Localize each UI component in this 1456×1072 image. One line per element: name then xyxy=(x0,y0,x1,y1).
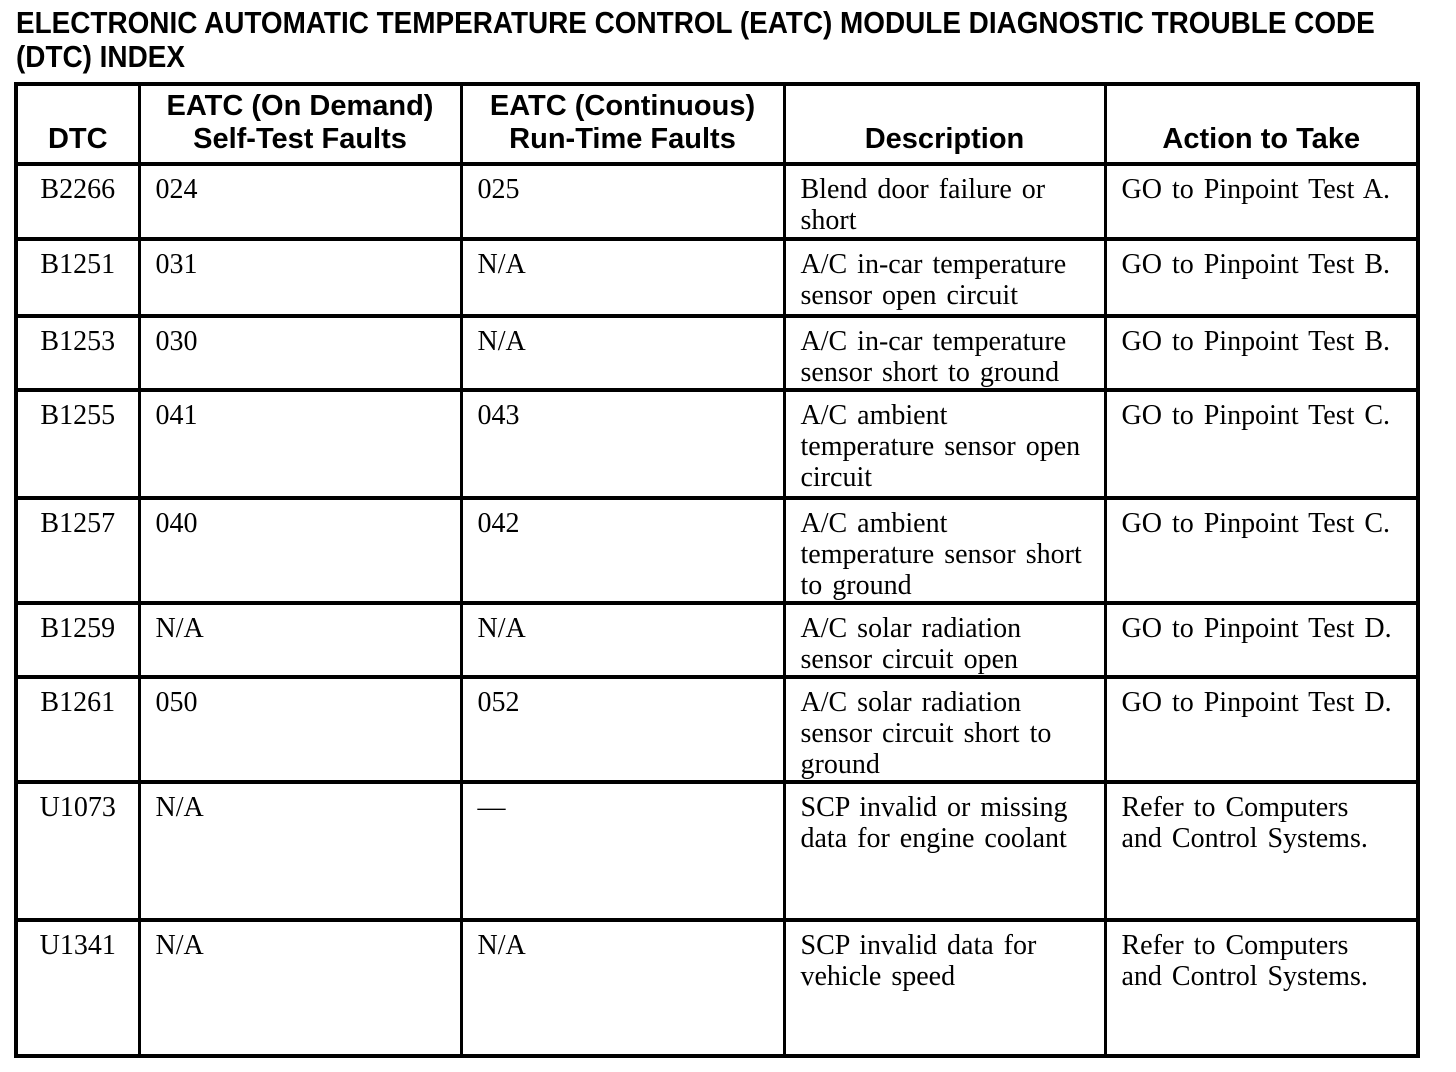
dtc-cell: B1255 xyxy=(14,388,141,500)
dtc-cell: U1341 xyxy=(14,918,141,1058)
run-time-fault-cell: N/A xyxy=(459,601,786,679)
description-cell: SCP invalid or missing data for engine c… xyxy=(782,780,1107,922)
description-cell: Blend door failure or short xyxy=(782,162,1107,241)
dtc-cell: B1253 xyxy=(14,314,141,392)
run-time-fault-cell: N/A xyxy=(459,314,786,392)
action-cell: Refer to Computers and Control Systems. xyxy=(1103,918,1420,1058)
table-row: U1073 N/A — SCP invalid or missing data … xyxy=(14,780,1420,922)
dtc-cell: B1261 xyxy=(14,675,141,784)
table-row: B1259 N/A N/A A/C solar radiation sensor… xyxy=(14,601,1420,679)
column-header-action: Action to Take xyxy=(1103,82,1420,166)
table-row: B1253 030 N/A A/C in-car temperature sen… xyxy=(14,314,1420,392)
dtc-cell: U1073 xyxy=(14,780,141,922)
description-cell: A/C solar radiation sensor circuit short… xyxy=(782,675,1107,784)
on-demand-fault-cell: 030 xyxy=(137,314,463,392)
page-title-line2: (DTC) INDEX xyxy=(16,39,185,74)
dtc-cell: B1257 xyxy=(14,496,141,605)
column-header-run-time-faults: EATC (Continuous) Run-Time Faults xyxy=(459,82,786,166)
run-time-fault-cell: N/A xyxy=(459,237,786,318)
action-cell: GO to Pinpoint Test C. xyxy=(1103,388,1420,500)
on-demand-fault-cell: N/A xyxy=(137,918,463,1058)
page-title-line1: ELECTRONIC AUTOMATIC TEMPERATURE CONTROL… xyxy=(16,5,1375,40)
description-cell: A/C in-car temperature sensor open circu… xyxy=(782,237,1107,318)
table-row: B1261 050 052 A/C solar radiation sensor… xyxy=(14,675,1420,784)
dtc-cell: B1259 xyxy=(14,601,141,679)
column-header-dtc: DTC xyxy=(14,82,141,166)
action-cell: Refer to Computers and Control Systems. xyxy=(1103,780,1420,922)
run-time-fault-cell: 042 xyxy=(459,496,786,605)
action-cell: GO to Pinpoint Test D. xyxy=(1103,675,1420,784)
run-time-fault-cell: 043 xyxy=(459,388,786,500)
table-row: U1341 N/A N/A SCP invalid data for vehic… xyxy=(14,918,1420,1058)
description-cell: A/C ambient temperature sensor open circ… xyxy=(782,388,1107,500)
manual-page: ELECTRONIC AUTOMATIC TEMPERATURE CONTROL… xyxy=(0,6,1456,1072)
action-cell: GO to Pinpoint Test D. xyxy=(1103,601,1420,679)
action-cell: GO to Pinpoint Test B. xyxy=(1103,237,1420,318)
on-demand-fault-cell: 024 xyxy=(137,162,463,241)
column-header-description: Description xyxy=(782,82,1107,166)
on-demand-fault-cell: N/A xyxy=(137,780,463,922)
run-time-fault-cell: 025 xyxy=(459,162,786,241)
on-demand-fault-cell: 040 xyxy=(137,496,463,605)
description-cell: SCP invalid data for vehicle speed xyxy=(782,918,1107,1058)
run-time-fault-cell: N/A xyxy=(459,918,786,1058)
run-time-fault-cell: — xyxy=(459,780,786,922)
table-row: B1257 040 042 A/C ambient temperature se… xyxy=(14,496,1420,605)
table-row: B2266 024 025 Blend door failure or shor… xyxy=(14,162,1420,241)
table-header-row: DTC EATC (On Demand) Self-Test Faults EA… xyxy=(14,82,1420,166)
description-cell: A/C in-car temperature sensor short to g… xyxy=(782,314,1107,392)
description-cell: A/C solar radiation sensor circuit open xyxy=(782,601,1107,679)
on-demand-fault-cell: 031 xyxy=(137,237,463,318)
table-row: B1255 041 043 A/C ambient temperature se… xyxy=(14,388,1420,500)
table-row: B1251 031 N/A A/C in-car temperature sen… xyxy=(14,237,1420,318)
on-demand-fault-cell: N/A xyxy=(137,601,463,679)
action-cell: GO to Pinpoint Test C. xyxy=(1103,496,1420,605)
description-cell: A/C ambient temperature sensor short to … xyxy=(782,496,1107,605)
on-demand-fault-cell: 041 xyxy=(137,388,463,500)
column-header-on-demand-faults: EATC (On Demand) Self-Test Faults xyxy=(137,82,463,166)
dtc-cell: B1251 xyxy=(14,237,141,318)
action-cell: GO to Pinpoint Test A. xyxy=(1103,162,1420,241)
on-demand-fault-cell: 050 xyxy=(137,675,463,784)
run-time-fault-cell: 052 xyxy=(459,675,786,784)
dtc-cell: B2266 xyxy=(14,162,141,241)
page-title: ELECTRONIC AUTOMATIC TEMPERATURE CONTROL… xyxy=(16,6,1456,74)
action-cell: GO to Pinpoint Test B. xyxy=(1103,314,1420,392)
dtc-index-table: DTC EATC (On Demand) Self-Test Faults EA… xyxy=(14,82,1420,1058)
